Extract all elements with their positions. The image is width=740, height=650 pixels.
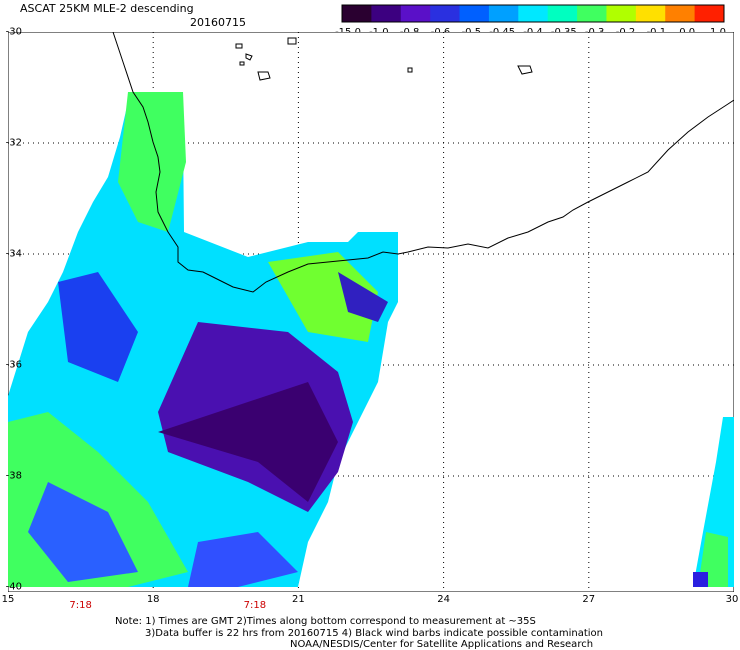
colorbar-segment [635, 5, 666, 22]
latitude-label: -38 [5, 470, 22, 482]
longitude-label: 21 [292, 594, 305, 605]
map-canvas[interactable] [8, 32, 734, 592]
longitude-label: 30 [725, 594, 739, 605]
latitude-label: -32 [5, 137, 22, 149]
colorbar-segment [400, 5, 431, 22]
colorbar-segment [547, 5, 578, 22]
longitude-label: 27 [582, 594, 596, 605]
colorbar-segment [694, 5, 725, 22]
map-title: ASCAT 25KM MLE-2 descending [20, 2, 194, 15]
colorbar-segment [518, 5, 549, 22]
colorbar-segment [459, 5, 490, 22]
map-date: 20160715 [190, 16, 246, 29]
colorbar-segment [371, 5, 402, 22]
colorbar-segment [577, 5, 607, 22]
colorbar-segment [606, 5, 637, 22]
colorbar [341, 4, 725, 23]
longitude-label: 18 [146, 594, 160, 605]
swath-right [693, 417, 734, 587]
latitude-label: -34 [5, 248, 22, 260]
coastline [112, 32, 734, 293]
colorbar-segment [342, 5, 372, 22]
swath-left [8, 92, 398, 587]
colorbar-segment [488, 5, 519, 22]
time-label: 7:18 [69, 600, 92, 611]
islands [235, 37, 533, 81]
colorbar-frame [341, 4, 725, 23]
colorbar-segment [430, 5, 461, 22]
colorbar-segment [665, 5, 696, 22]
time-label: 7:18 [243, 600, 267, 611]
latitude-label: -36 [5, 359, 22, 371]
longitude-label: 15 [1, 594, 15, 605]
note-line-3: NOAA/NESDIS/Center for Satellite Applica… [290, 639, 594, 650]
note-line-1: Note: 1) Times are GMT 2)Times along bot… [115, 616, 536, 627]
latitude-label: -40 [5, 581, 22, 593]
note-line-2: 3)Data buffer is 22 hrs from 20160715 4)… [145, 628, 603, 639]
longitude-label: 24 [437, 594, 450, 605]
latitude-label: -30 [5, 26, 22, 38]
